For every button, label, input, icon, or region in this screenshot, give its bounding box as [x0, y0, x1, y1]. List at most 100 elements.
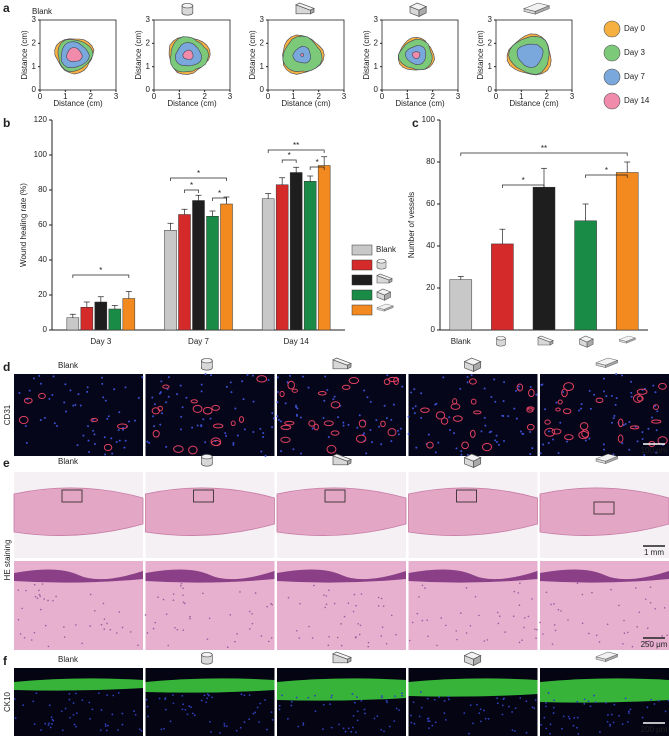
- nucleus: [32, 700, 35, 703]
- nucleus: [552, 706, 555, 709]
- y-tick-label: 120: [34, 115, 48, 124]
- cell: [623, 619, 625, 622]
- nucleus: [69, 389, 72, 392]
- cell: [649, 601, 652, 604]
- cell: [513, 590, 516, 593]
- nucleus: [248, 694, 251, 697]
- y-tick-label: 0: [43, 325, 48, 334]
- cell: [89, 625, 92, 627]
- nucleus: [551, 438, 554, 441]
- plot-frame: [267, 19, 345, 91]
- nucleus: [101, 382, 104, 385]
- cell: [421, 584, 424, 587]
- cell: [353, 593, 356, 596]
- nucleus: [478, 712, 481, 714]
- nucleus: [480, 430, 483, 433]
- significance-label: *: [605, 166, 608, 175]
- nucleus: [329, 703, 331, 706]
- nucleus: [40, 729, 42, 731]
- cell: [236, 633, 238, 635]
- nucleus: [133, 710, 135, 712]
- cell: [395, 633, 397, 636]
- cell: [416, 612, 419, 615]
- nucleus: [251, 374, 254, 377]
- nucleus: [419, 691, 422, 694]
- cell: [456, 638, 458, 641]
- cell: [226, 646, 229, 649]
- nucleus: [51, 723, 53, 725]
- nucleus: [159, 391, 162, 394]
- bar: [122, 298, 136, 331]
- nucleus: [137, 396, 140, 399]
- significance-bracket: [72, 274, 130, 278]
- cell: [336, 636, 339, 639]
- nucleus: [296, 413, 299, 416]
- nucleus: [467, 732, 470, 735]
- nucleus: [615, 397, 618, 400]
- cell: [30, 639, 33, 641]
- cell: [248, 610, 251, 613]
- nucleus: [18, 392, 21, 395]
- x-tick-label: 3: [228, 92, 233, 101]
- nucleus: [88, 450, 91, 453]
- micrograph: [14, 374, 143, 456]
- cell: [137, 644, 139, 647]
- cell: [618, 604, 620, 607]
- nucleus: [69, 716, 71, 719]
- ck10-layer: [408, 678, 538, 697]
- nucleus: [515, 389, 518, 392]
- cell: [591, 591, 593, 594]
- cell: [179, 585, 182, 587]
- nucleus: [281, 694, 283, 697]
- nucleus: [292, 448, 295, 451]
- nucleus: [628, 712, 630, 715]
- y-tick-label: 80: [426, 157, 435, 166]
- nucleus: [397, 429, 400, 432]
- epidermis: [540, 569, 669, 583]
- nucleus: [553, 699, 556, 702]
- nucleus: [89, 717, 91, 720]
- nucleus: [562, 390, 565, 393]
- cell: [325, 603, 328, 606]
- nucleus: [106, 694, 109, 697]
- cell: [498, 615, 501, 617]
- bar: [164, 230, 177, 331]
- icon-part: [347, 656, 352, 664]
- nucleus: [483, 416, 486, 419]
- nucleus: [356, 710, 359, 713]
- icon-part: [384, 305, 394, 312]
- icon-part: [181, 3, 194, 9]
- bar: [220, 203, 233, 331]
- y-axis-label: Distance (cm): [20, 30, 29, 80]
- y-tick-label: 100: [422, 115, 436, 124]
- vessel: [358, 419, 367, 428]
- nucleus: [235, 729, 238, 732]
- nucleus: [64, 383, 67, 386]
- icon-part: [201, 454, 213, 460]
- cell: [260, 635, 263, 637]
- significance-label: *: [522, 176, 525, 185]
- cell: [424, 587, 426, 589]
- vessel: [636, 388, 648, 395]
- cell: [598, 641, 601, 643]
- x-tick-label: 2: [430, 92, 435, 101]
- cell: [523, 626, 525, 629]
- legend-label: Day 7: [624, 72, 645, 81]
- nucleus: [64, 707, 67, 710]
- cell: [299, 602, 301, 605]
- vessel: [578, 430, 589, 440]
- scaffold-icon: [376, 273, 393, 284]
- nucleus: [494, 400, 497, 403]
- nucleus: [203, 694, 206, 697]
- cell: [19, 633, 22, 635]
- wound-area: [516, 43, 544, 68]
- nucleus: [296, 407, 299, 410]
- nucleus: [35, 692, 38, 695]
- cell: [103, 618, 106, 620]
- vessel: [387, 428, 397, 437]
- nucleus: [414, 405, 417, 408]
- cell: [360, 593, 363, 595]
- nucleus: [239, 726, 242, 729]
- cell: [121, 626, 124, 629]
- vessel: [450, 403, 461, 410]
